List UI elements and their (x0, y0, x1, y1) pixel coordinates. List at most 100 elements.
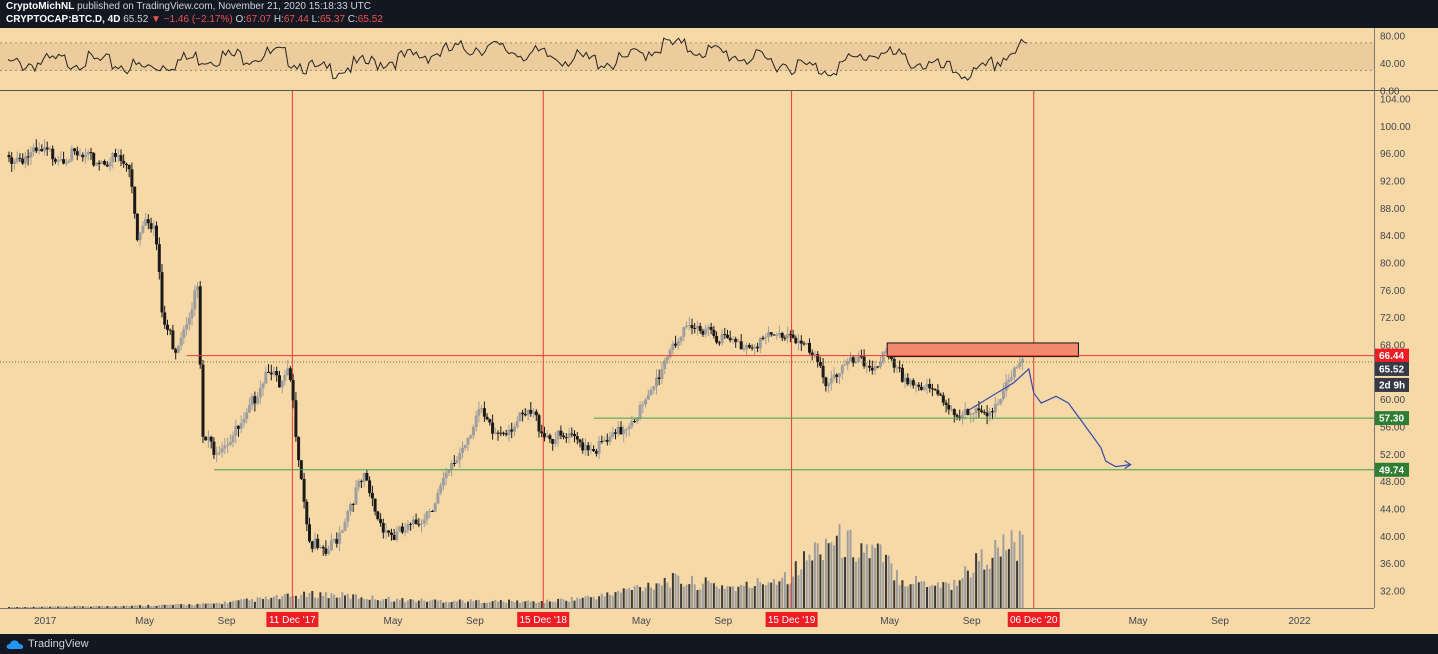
candle-body (753, 346, 757, 349)
volume-bar (841, 557, 844, 608)
candle-body (723, 334, 727, 335)
volume-bar (660, 585, 663, 608)
volume-bar (300, 594, 303, 608)
volume-bar (289, 596, 292, 608)
candle-body (641, 404, 645, 406)
candle-body (930, 388, 934, 390)
candle-body (597, 441, 601, 454)
candle-body (769, 332, 773, 335)
price-chart[interactable]: 104.00 100.00 96.00 92.00 88.00 84.00 80.00 76.… (0, 28, 1438, 634)
volume-bar (565, 600, 568, 608)
volume-bar (663, 577, 666, 608)
main-pane-background (0, 91, 1374, 608)
candle-body (89, 152, 93, 154)
volume-bar (70, 606, 73, 608)
candle-body (21, 158, 25, 164)
candle-body (272, 371, 276, 375)
candle-body (56, 160, 60, 162)
volume-bar (1005, 550, 1008, 608)
candle-body (635, 417, 639, 422)
volume-bar (431, 599, 434, 608)
volume-bar (830, 542, 833, 608)
candle-body (182, 329, 186, 338)
tradingview-logo[interactable]: TradingView (6, 638, 89, 650)
symbol-label[interactable]: CRYPTOCAP:BTC.D, 4D (6, 14, 121, 25)
volume-bar (1007, 549, 1010, 608)
candle-body (387, 530, 391, 533)
candle-body (138, 232, 142, 241)
volume-bar (912, 584, 915, 608)
candle-body (357, 480, 361, 488)
candle-body (305, 501, 309, 525)
volume-bar (480, 603, 483, 608)
candle-body (638, 405, 642, 418)
candle-body (488, 419, 492, 423)
volume-bar (341, 592, 344, 608)
candle-body (865, 365, 869, 367)
candle-body (398, 526, 402, 532)
volume-bar (693, 584, 696, 608)
volume-bar (412, 599, 415, 608)
candle-body (616, 426, 620, 434)
volume-bar (854, 561, 857, 608)
candle-body (86, 152, 90, 155)
candle-body (163, 312, 167, 325)
candle-body (1015, 367, 1019, 369)
volume-bar (762, 584, 764, 608)
candle-body (515, 421, 519, 428)
candle-body (911, 380, 915, 386)
candle-body (824, 377, 828, 387)
high-label: H: (273, 14, 284, 25)
volume-bar (158, 605, 161, 608)
candle-body (220, 448, 224, 453)
candle-body (507, 429, 511, 435)
candlestick-series[interactable] (7, 139, 1025, 557)
volume-bar (737, 586, 740, 608)
candle-body (693, 328, 697, 329)
volume-bar (27, 606, 30, 608)
candle-body (772, 334, 776, 336)
volume-bar (62, 606, 65, 608)
volume-bar (573, 600, 576, 608)
candle-body (406, 523, 410, 531)
candle-body (816, 354, 820, 362)
candle-body (873, 366, 877, 371)
vertical-marker-date-bg (266, 612, 319, 627)
candle-body (966, 409, 970, 415)
candle-body (351, 504, 355, 505)
candle-body (466, 438, 470, 445)
resistance-zone-box[interactable] (886, 342, 1079, 358)
volume-bar (794, 561, 797, 608)
candle-body (354, 487, 358, 505)
candle-body (614, 432, 617, 434)
candle-body (892, 358, 896, 368)
time-axis[interactable]: 2017 May Sep May Sep May Sep May Sep May Sep 2022 (34, 616, 1311, 627)
projection-path[interactable] (968, 367, 1131, 468)
candle-body (340, 530, 344, 533)
volume-bar (874, 547, 876, 608)
volume-bar (734, 591, 737, 608)
time-tick-label: Sep (963, 616, 981, 627)
volume-bar (491, 601, 494, 608)
author-name[interactable]: CryptoMichNL (6, 1, 75, 12)
candle-body (521, 412, 525, 415)
volume-bar (221, 604, 224, 608)
volume-bar (721, 585, 724, 608)
candle-body (258, 388, 262, 398)
volume-bar (169, 604, 172, 608)
volume-bar (406, 600, 409, 608)
candle-body (895, 367, 899, 369)
volume-bar (423, 600, 426, 608)
candle-body (321, 547, 325, 549)
volume-bar (232, 600, 234, 608)
candle-body (849, 357, 852, 362)
vertical-marker-date-label: 06 Dec '20 (1010, 615, 1058, 626)
candle-body (802, 343, 806, 345)
volume-bar (398, 599, 401, 608)
candle-body (950, 409, 953, 411)
candle-body (903, 377, 907, 382)
volume-bar (991, 557, 994, 608)
candle-body (436, 492, 440, 504)
volume-bar (243, 599, 245, 608)
candle-body (619, 426, 623, 435)
